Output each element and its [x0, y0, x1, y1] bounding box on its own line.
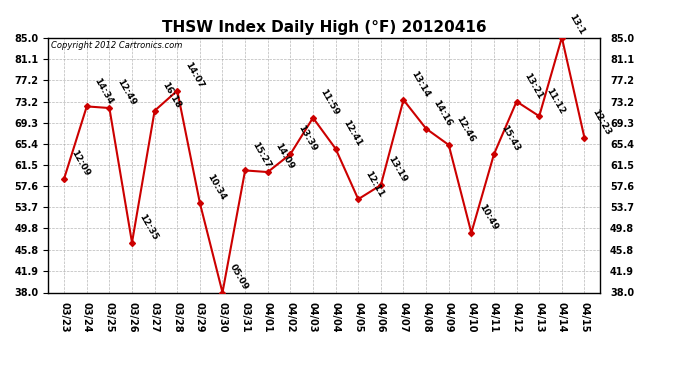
Text: 12:11: 12:11 [364, 169, 386, 198]
Text: 14:07: 14:07 [183, 60, 205, 90]
Text: 12:23: 12:23 [590, 108, 612, 137]
Text: 12:49: 12:49 [115, 78, 137, 107]
Text: 13:39: 13:39 [296, 124, 318, 153]
Text: 12:41: 12:41 [341, 118, 364, 148]
Text: 13:1: 13:1 [567, 13, 586, 37]
Text: 15:43: 15:43 [500, 124, 522, 153]
Text: 12:46: 12:46 [454, 115, 477, 144]
Text: 11:59: 11:59 [319, 88, 341, 117]
Text: 16:18: 16:18 [160, 81, 182, 110]
Text: 13:14: 13:14 [409, 70, 431, 99]
Text: 11:12: 11:12 [545, 86, 567, 116]
Text: 05:09: 05:09 [228, 262, 250, 292]
Text: 13:21: 13:21 [522, 72, 544, 101]
Text: 12:35: 12:35 [137, 213, 159, 242]
Text: 15:27: 15:27 [250, 140, 273, 170]
Text: 13:19: 13:19 [386, 155, 408, 184]
Title: THSW Index Daily High (°F) 20120416: THSW Index Daily High (°F) 20120416 [162, 20, 486, 35]
Text: 10:49: 10:49 [477, 202, 499, 232]
Text: 14:16: 14:16 [432, 99, 454, 128]
Text: 14:09: 14:09 [273, 142, 295, 171]
Text: 12:09: 12:09 [70, 148, 92, 178]
Text: 14:34: 14:34 [92, 76, 115, 106]
Text: 10:34: 10:34 [206, 173, 228, 202]
Text: Copyright 2012 Cartronics.com: Copyright 2012 Cartronics.com [51, 41, 182, 50]
